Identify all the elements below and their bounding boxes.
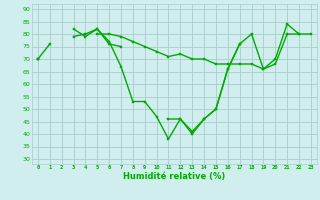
X-axis label: Humidité relative (%): Humidité relative (%) — [123, 172, 226, 181]
